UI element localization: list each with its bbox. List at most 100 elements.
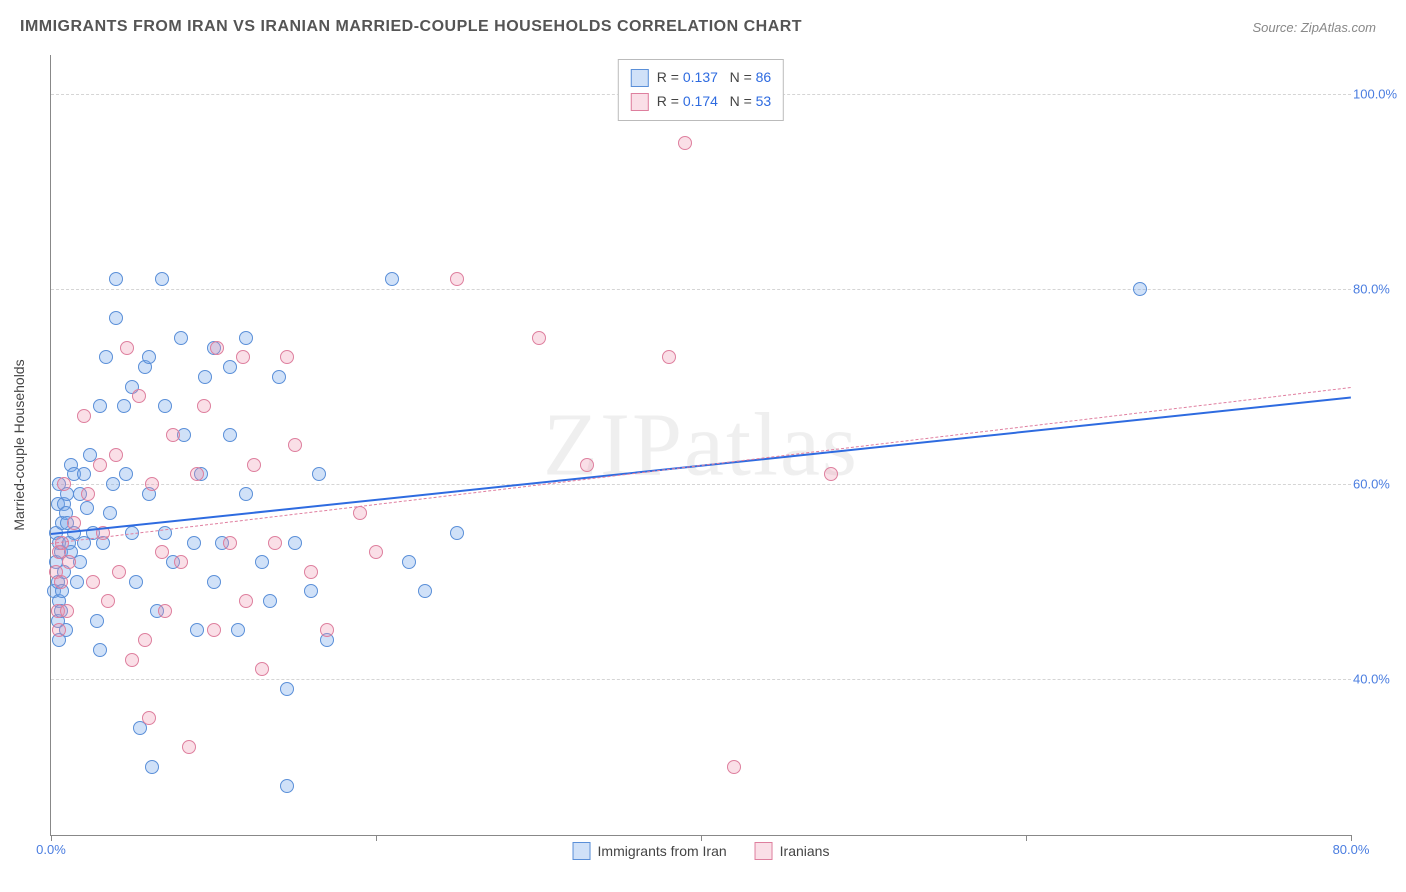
data-point (353, 506, 367, 520)
data-point (239, 594, 253, 608)
data-point (247, 458, 261, 472)
data-point (109, 272, 123, 286)
data-point (90, 614, 104, 628)
legend-label: Iranians (780, 843, 830, 859)
data-point (101, 594, 115, 608)
source-attribution: Source: ZipAtlas.com (1252, 20, 1376, 35)
data-point (288, 536, 302, 550)
gridline (51, 679, 1351, 680)
data-point (197, 399, 211, 413)
x-tick-mark (376, 835, 377, 841)
n-value: 86 (756, 69, 772, 85)
data-point (1133, 282, 1147, 296)
data-point (231, 623, 245, 637)
data-point (190, 467, 204, 481)
legend-item-series2: Iranians (755, 842, 830, 860)
data-point (158, 604, 172, 618)
data-point (678, 136, 692, 150)
data-point (236, 350, 250, 364)
data-point (223, 536, 237, 550)
data-point (239, 331, 253, 345)
data-point (86, 575, 100, 589)
x-tick-mark (1026, 835, 1027, 841)
data-point (450, 526, 464, 540)
data-point (263, 594, 277, 608)
data-point (182, 740, 196, 754)
data-point (67, 516, 81, 530)
data-point (109, 448, 123, 462)
x-tick-mark (701, 835, 702, 841)
data-point (62, 555, 76, 569)
x-tick-mark (1351, 835, 1352, 841)
data-point (145, 760, 159, 774)
data-point (80, 501, 94, 515)
data-point (145, 477, 159, 491)
data-point (155, 545, 169, 559)
data-point (402, 555, 416, 569)
watermark-text: ZIPatlas (543, 394, 859, 497)
data-point (142, 350, 156, 364)
data-point (727, 760, 741, 774)
y-tick-label: 100.0% (1353, 87, 1403, 102)
x-tick-label: 0.0% (36, 842, 66, 857)
data-point (57, 477, 71, 491)
data-point (304, 584, 318, 598)
data-point (418, 584, 432, 598)
gridline (51, 484, 1351, 485)
data-point (158, 399, 172, 413)
data-point (280, 350, 294, 364)
data-point (103, 506, 117, 520)
data-point (93, 458, 107, 472)
data-point (106, 477, 120, 491)
data-point (138, 633, 152, 647)
data-point (210, 341, 224, 355)
data-point (77, 409, 91, 423)
chart-title: IMMIGRANTS FROM IRAN VS IRANIAN MARRIED-… (20, 18, 802, 36)
data-point (239, 487, 253, 501)
data-point (207, 623, 221, 637)
data-point (450, 272, 464, 286)
data-point (198, 370, 212, 384)
data-point (255, 662, 269, 676)
data-point (112, 565, 126, 579)
legend-row-series1: R = 0.137 N = 86 (631, 66, 771, 90)
y-tick-label: 60.0% (1353, 477, 1403, 492)
data-point (369, 545, 383, 559)
data-point (320, 623, 334, 637)
data-point (280, 682, 294, 696)
data-point (272, 370, 286, 384)
data-point (304, 565, 318, 579)
data-point (268, 536, 282, 550)
data-point (99, 350, 113, 364)
data-point (77, 467, 91, 481)
data-point (187, 536, 201, 550)
data-point (155, 272, 169, 286)
data-point (532, 331, 546, 345)
data-point (662, 350, 676, 364)
n-value: 53 (756, 93, 772, 109)
data-point (824, 467, 838, 481)
swatch-icon (631, 69, 649, 87)
data-point (174, 555, 188, 569)
data-point (223, 360, 237, 374)
x-tick-mark (51, 835, 52, 841)
legend-item-series1: Immigrants from Iran (573, 842, 727, 860)
data-point (52, 623, 66, 637)
scatter-plot: Married-couple Households ZIPatlas 40.0%… (50, 55, 1351, 836)
y-tick-label: 80.0% (1353, 282, 1403, 297)
data-point (129, 575, 143, 589)
swatch-icon (755, 842, 773, 860)
data-point (54, 575, 68, 589)
data-point (81, 487, 95, 501)
gridline (51, 289, 1351, 290)
data-point (580, 458, 594, 472)
data-point (190, 623, 204, 637)
data-point (120, 341, 134, 355)
data-point (125, 653, 139, 667)
data-point (207, 575, 221, 589)
data-point (312, 467, 326, 481)
data-point (109, 311, 123, 325)
data-point (93, 643, 107, 657)
y-axis-label: Married-couple Households (11, 359, 27, 530)
data-point (142, 711, 156, 725)
